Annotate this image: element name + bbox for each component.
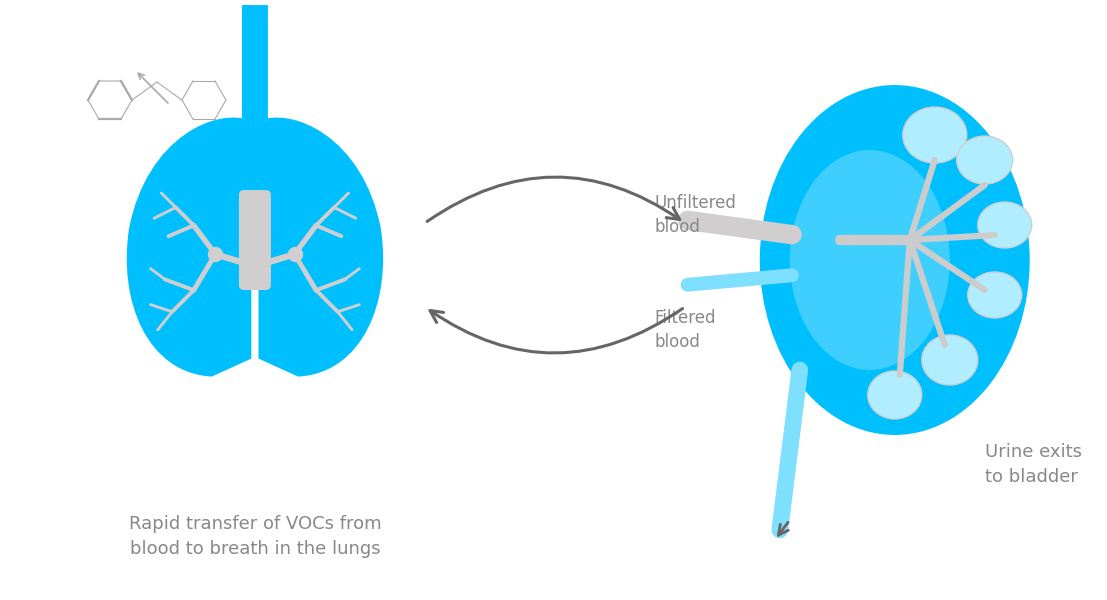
FancyBboxPatch shape — [242, 5, 268, 235]
Ellipse shape — [759, 85, 1030, 435]
Ellipse shape — [968, 272, 1022, 318]
PathPatch shape — [259, 118, 383, 377]
Ellipse shape — [789, 150, 950, 370]
Ellipse shape — [922, 335, 977, 385]
PathPatch shape — [126, 118, 251, 377]
Ellipse shape — [868, 371, 922, 419]
Ellipse shape — [956, 136, 1013, 184]
Ellipse shape — [977, 202, 1032, 248]
FancyBboxPatch shape — [239, 190, 271, 290]
Ellipse shape — [903, 107, 966, 163]
Text: Unfiltered
blood: Unfiltered blood — [655, 194, 736, 236]
Text: Rapid transfer of VOCs from
blood to breath in the lungs: Rapid transfer of VOCs from blood to bre… — [128, 515, 381, 558]
Text: Filtered
blood: Filtered blood — [655, 309, 716, 351]
Text: Urine exits
to bladder: Urine exits to bladder — [985, 443, 1082, 487]
